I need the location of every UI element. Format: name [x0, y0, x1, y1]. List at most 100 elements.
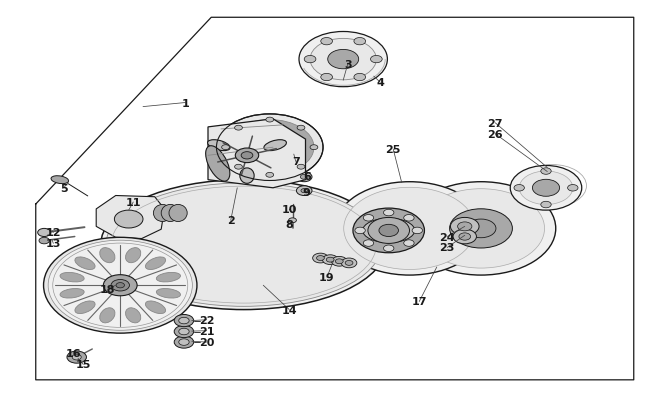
Circle shape — [226, 120, 314, 175]
Circle shape — [297, 126, 305, 131]
Circle shape — [341, 258, 357, 268]
Circle shape — [289, 218, 296, 223]
Ellipse shape — [264, 141, 287, 151]
Text: 21: 21 — [199, 326, 215, 336]
Text: 18: 18 — [99, 285, 115, 294]
Ellipse shape — [125, 248, 141, 263]
Circle shape — [335, 182, 484, 275]
Circle shape — [355, 228, 365, 234]
Polygon shape — [208, 119, 306, 188]
Circle shape — [370, 56, 382, 64]
Ellipse shape — [157, 289, 181, 298]
Circle shape — [300, 175, 308, 180]
Circle shape — [310, 145, 318, 150]
Circle shape — [299, 32, 387, 87]
Ellipse shape — [60, 273, 84, 282]
Text: 16: 16 — [66, 348, 81, 358]
Text: 7: 7 — [292, 157, 300, 167]
Circle shape — [363, 240, 374, 247]
Ellipse shape — [153, 205, 172, 222]
Circle shape — [310, 39, 376, 81]
Circle shape — [235, 149, 259, 163]
Text: 25: 25 — [385, 145, 401, 155]
Circle shape — [313, 254, 328, 263]
Circle shape — [235, 165, 242, 170]
Ellipse shape — [146, 257, 166, 270]
Ellipse shape — [146, 301, 166, 314]
Circle shape — [39, 238, 49, 244]
Circle shape — [328, 50, 359, 70]
Circle shape — [48, 241, 192, 330]
Circle shape — [335, 259, 343, 264]
Circle shape — [404, 240, 414, 247]
Text: 2: 2 — [227, 216, 235, 226]
Text: 23: 23 — [439, 243, 455, 253]
Text: 19: 19 — [319, 273, 335, 282]
Circle shape — [450, 218, 479, 236]
Circle shape — [38, 229, 51, 237]
Ellipse shape — [169, 205, 187, 222]
Circle shape — [368, 218, 410, 244]
Circle shape — [174, 336, 194, 348]
Circle shape — [111, 280, 129, 291]
Ellipse shape — [51, 176, 69, 184]
Circle shape — [514, 185, 525, 192]
Circle shape — [519, 172, 573, 205]
Circle shape — [116, 283, 124, 288]
Text: 8: 8 — [285, 220, 293, 230]
Circle shape — [174, 326, 194, 338]
Circle shape — [384, 245, 394, 252]
Circle shape — [304, 56, 316, 64]
Circle shape — [296, 186, 312, 196]
Circle shape — [363, 215, 374, 222]
Text: 5: 5 — [60, 183, 68, 193]
Circle shape — [379, 225, 398, 237]
Circle shape — [296, 173, 312, 182]
Text: 17: 17 — [411, 297, 427, 307]
Circle shape — [235, 126, 242, 131]
Ellipse shape — [240, 168, 254, 184]
Circle shape — [510, 166, 582, 211]
Circle shape — [114, 211, 143, 228]
Circle shape — [567, 185, 578, 192]
Text: 13: 13 — [46, 239, 61, 249]
Circle shape — [289, 149, 298, 155]
Circle shape — [216, 115, 323, 181]
Circle shape — [266, 173, 274, 178]
Ellipse shape — [161, 205, 179, 222]
Circle shape — [241, 152, 253, 160]
Text: 27: 27 — [488, 119, 503, 128]
Circle shape — [266, 118, 274, 123]
Ellipse shape — [106, 183, 382, 307]
Ellipse shape — [101, 180, 387, 310]
Text: 3: 3 — [344, 60, 352, 70]
Circle shape — [453, 230, 476, 244]
Circle shape — [406, 182, 556, 275]
Circle shape — [179, 328, 189, 335]
Circle shape — [417, 189, 545, 269]
Circle shape — [345, 261, 353, 266]
Text: 10: 10 — [281, 205, 297, 215]
Circle shape — [332, 257, 347, 266]
Circle shape — [384, 210, 394, 216]
Circle shape — [44, 238, 197, 333]
Circle shape — [412, 228, 423, 234]
Circle shape — [72, 354, 81, 360]
Ellipse shape — [205, 146, 230, 182]
Circle shape — [466, 220, 496, 238]
Circle shape — [179, 318, 189, 324]
Circle shape — [344, 188, 475, 270]
Circle shape — [541, 168, 551, 175]
Circle shape — [326, 258, 334, 262]
Ellipse shape — [363, 219, 415, 243]
Circle shape — [459, 233, 471, 241]
Polygon shape — [96, 196, 164, 239]
Circle shape — [320, 74, 332, 81]
Circle shape — [179, 339, 189, 345]
Text: 20: 20 — [199, 337, 215, 347]
Circle shape — [174, 315, 194, 327]
Ellipse shape — [99, 308, 115, 323]
Circle shape — [450, 209, 512, 248]
Text: 6: 6 — [303, 171, 311, 181]
Circle shape — [317, 256, 324, 261]
